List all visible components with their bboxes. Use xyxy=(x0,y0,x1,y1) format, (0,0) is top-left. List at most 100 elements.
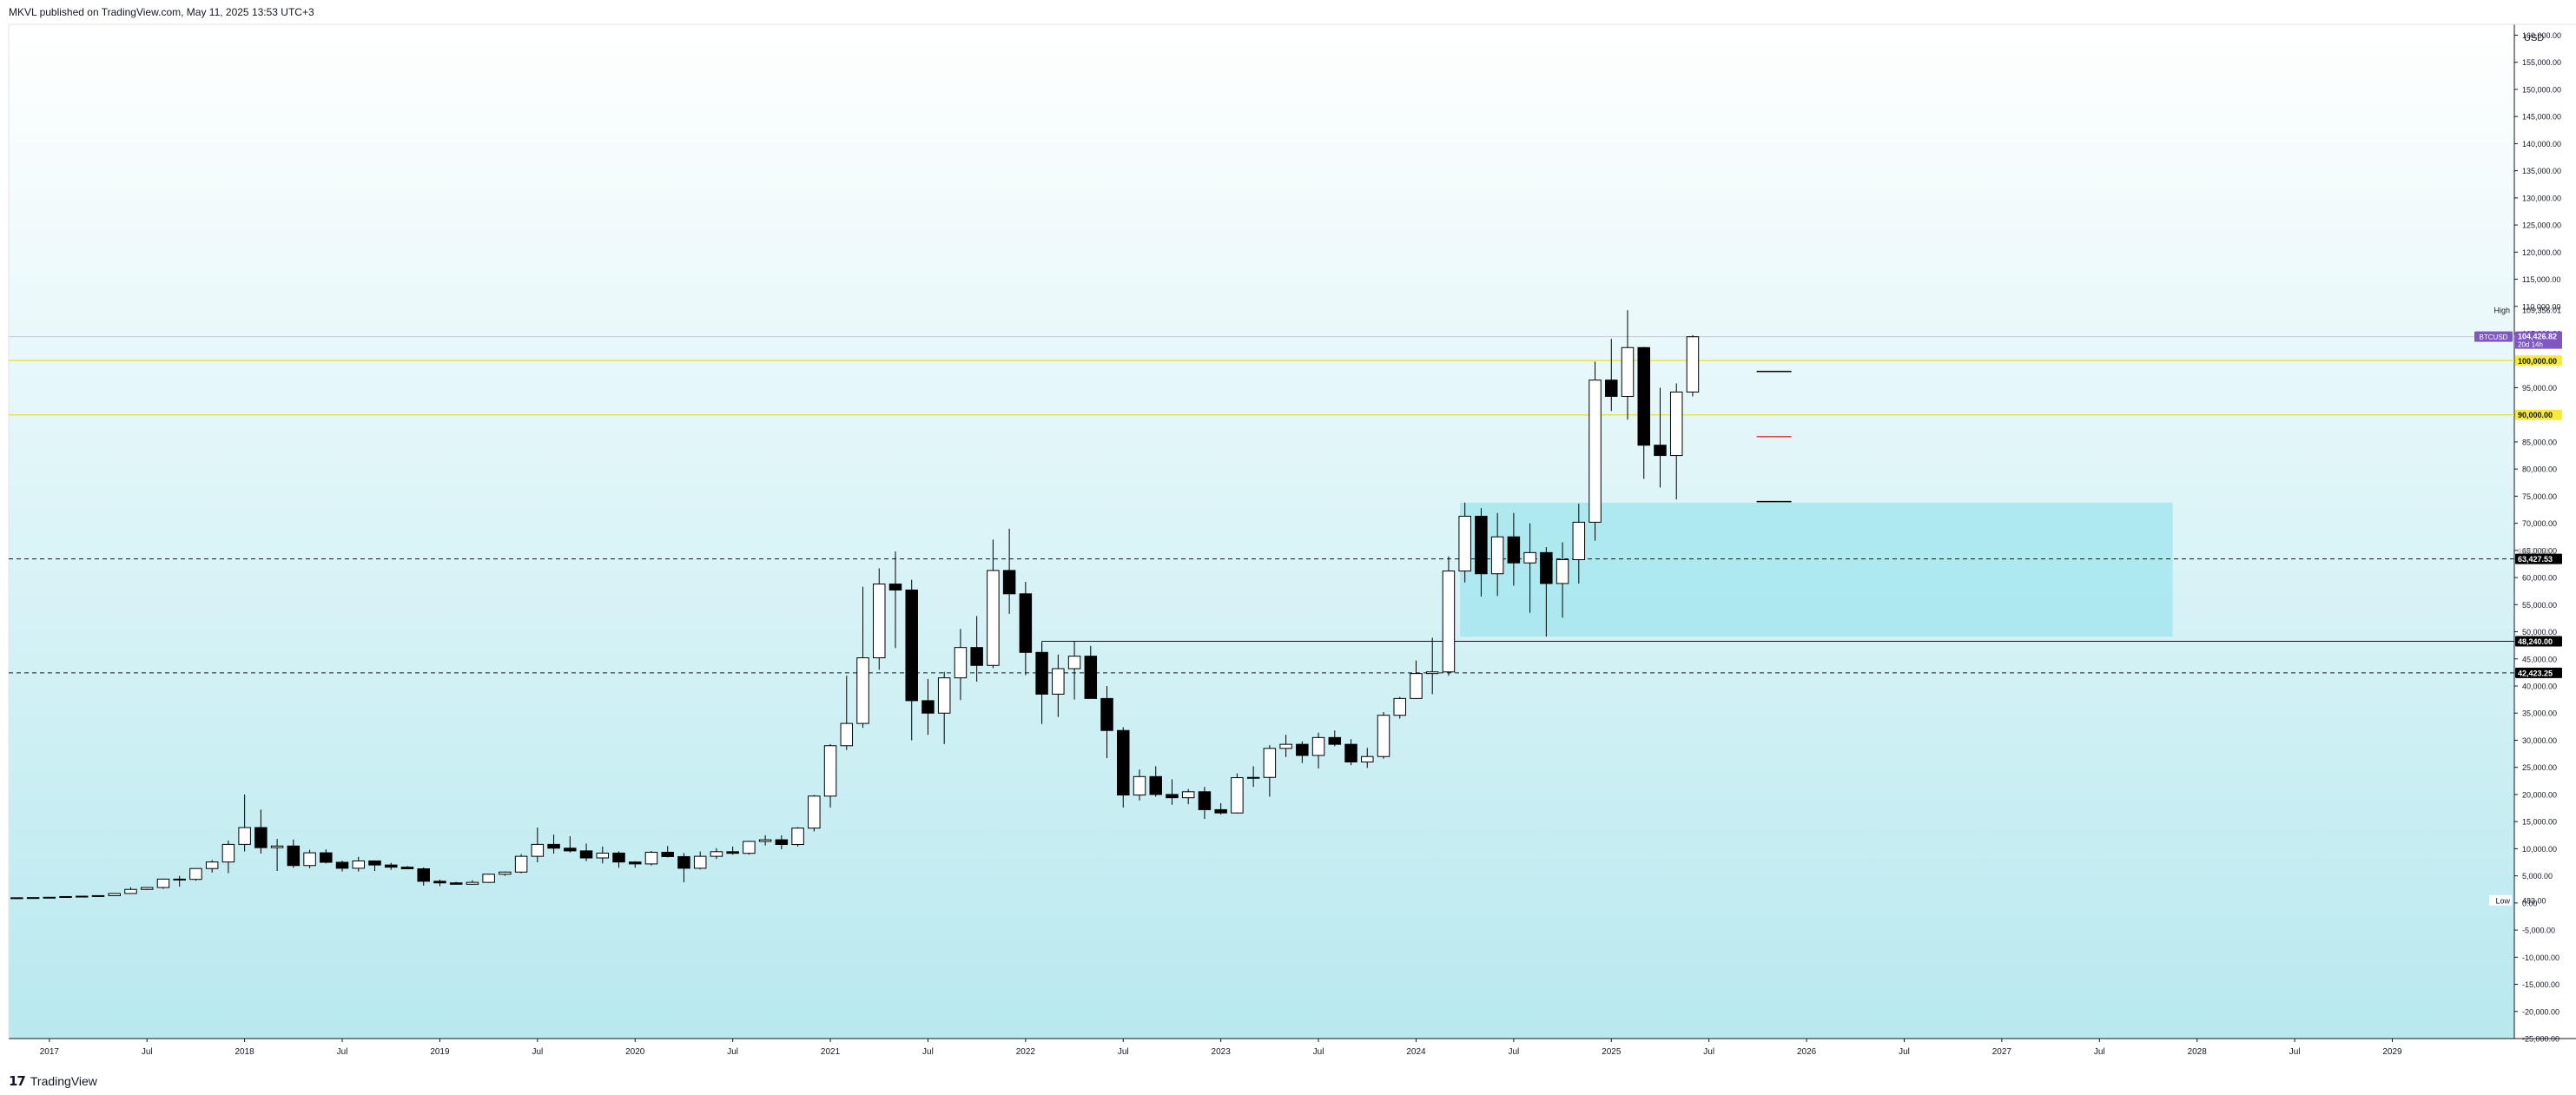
candle-body xyxy=(1052,668,1065,695)
candle-body xyxy=(743,841,756,854)
high-label: High xyxy=(2493,306,2510,314)
candle-body xyxy=(1263,748,1277,778)
candle-body xyxy=(1621,346,1635,397)
candle-body xyxy=(352,860,366,869)
publisher-header: MKVL published on TradingView.com, May 1… xyxy=(9,6,314,18)
x-tick-label: 2020 xyxy=(625,1047,645,1057)
candle-body xyxy=(1523,551,1536,564)
candle-body xyxy=(514,855,528,873)
candle-body xyxy=(840,722,854,747)
current-countdown-label: 20d 14h xyxy=(2518,341,2543,349)
candle-body xyxy=(384,864,398,868)
candle-body xyxy=(466,881,479,885)
candle-body xyxy=(76,895,89,898)
y-tick-label: 125,000.00 xyxy=(2522,221,2561,230)
candle-body xyxy=(10,897,23,900)
x-tick-label: Jul xyxy=(922,1047,934,1057)
tag-90k-bg xyxy=(2515,409,2562,420)
y-tick-label: 30,000.00 xyxy=(2522,736,2557,745)
x-tick-label: 2023 xyxy=(1212,1047,1232,1057)
candle-body xyxy=(1669,391,1683,457)
candle-body xyxy=(1084,656,1098,699)
y-tick-label: 115,000.00 xyxy=(2522,275,2560,284)
candle-body xyxy=(856,657,869,724)
y-tick-label: 50,000.00 xyxy=(2522,628,2557,637)
candle-body xyxy=(629,861,642,865)
candle-body xyxy=(1393,697,1406,716)
candle-body xyxy=(1296,743,1309,756)
candle-body xyxy=(1231,777,1244,814)
candle-body xyxy=(970,647,983,666)
candle-body xyxy=(124,888,137,894)
candle-body xyxy=(189,867,202,881)
candle-body xyxy=(921,700,935,714)
candle-body xyxy=(1458,516,1471,572)
x-tick-label: Jul xyxy=(1118,1047,1129,1057)
x-tick-label: 2018 xyxy=(235,1047,255,1057)
price-chart[interactable]: -25,000.00 -20,000.00 -15,000.00 -10,000.00… xyxy=(0,0,2576,1070)
candle-body xyxy=(43,896,56,899)
tag-63k: 63,427.53 xyxy=(2518,555,2553,564)
candle-body xyxy=(270,845,284,848)
symbol-label: BTCUSD xyxy=(2480,333,2508,341)
y-tick-label: -5,000.00 xyxy=(2522,927,2555,935)
y-tick-label: -15,000.00 xyxy=(2522,980,2559,989)
candle-body xyxy=(140,887,154,890)
candle-body xyxy=(1410,673,1423,699)
candle-body xyxy=(156,878,170,888)
candle-body xyxy=(612,852,625,863)
y-tick-label: 5,000.00 xyxy=(2522,872,2553,881)
candle-body xyxy=(1019,593,1033,653)
current-price-label: 104,426.82 xyxy=(2518,333,2557,341)
candle-body xyxy=(873,584,886,659)
x-tick-label: 2017 xyxy=(40,1047,60,1057)
candle-body xyxy=(499,871,512,875)
candle-body xyxy=(1002,570,1016,595)
candle-body xyxy=(368,860,381,866)
candle-body xyxy=(449,882,463,885)
y-tick-label: 110,000.00 xyxy=(2522,302,2560,311)
candle-body xyxy=(1328,736,1342,745)
candle-body xyxy=(1133,775,1146,796)
candle-body xyxy=(1507,536,1521,564)
candle-body xyxy=(710,851,723,857)
x-tick-label: Jul xyxy=(727,1047,738,1057)
y-tick-label: 155,000.00 xyxy=(2522,58,2561,67)
y-tick-label: 120,000.00 xyxy=(2522,248,2561,257)
candle-body xyxy=(1605,379,1618,397)
candle-body xyxy=(1214,808,1227,814)
candle-body xyxy=(221,843,235,863)
tradingview-brand[interactable]: 17 TradingView xyxy=(9,1073,97,1089)
candle-body xyxy=(954,647,968,679)
candle-body xyxy=(888,584,902,590)
tag-90k: 90,000.00 xyxy=(2518,411,2553,419)
y-tick-label: 150,000.00 xyxy=(2522,85,2561,94)
candle-body xyxy=(417,868,430,882)
candle-body xyxy=(937,677,951,714)
tag-100k-bg xyxy=(2515,355,2562,366)
low-label-bg xyxy=(2489,894,2512,906)
candle-body xyxy=(1637,346,1650,446)
y-tick-label: -10,000.00 xyxy=(2522,953,2559,962)
candle-body xyxy=(1686,336,1700,392)
candle-body xyxy=(433,881,446,884)
candle-body xyxy=(791,828,804,846)
candle-body xyxy=(1149,775,1162,795)
candle-body xyxy=(1067,656,1081,670)
y-tick-label: 55,000.00 xyxy=(2522,601,2557,610)
candle-body xyxy=(579,850,593,859)
x-tick-label: Jul xyxy=(2094,1047,2105,1057)
tradingview-logo-icon: 17 xyxy=(9,1073,26,1089)
current-price-tag-bg xyxy=(2515,331,2562,349)
candle-body xyxy=(1279,743,1292,749)
x-tick-label: Jul xyxy=(2289,1047,2301,1057)
y-tick-label: 15,000.00 xyxy=(2522,818,2557,827)
candle-body xyxy=(59,895,72,898)
candle-body xyxy=(661,851,674,857)
y-tick-label: 70,000.00 xyxy=(2522,519,2557,528)
candle-body xyxy=(1181,791,1195,799)
candle-body xyxy=(91,894,105,897)
y-tick-label: 65,000.00 xyxy=(2522,546,2557,555)
candle-body xyxy=(26,897,40,900)
candle-body xyxy=(823,745,837,797)
